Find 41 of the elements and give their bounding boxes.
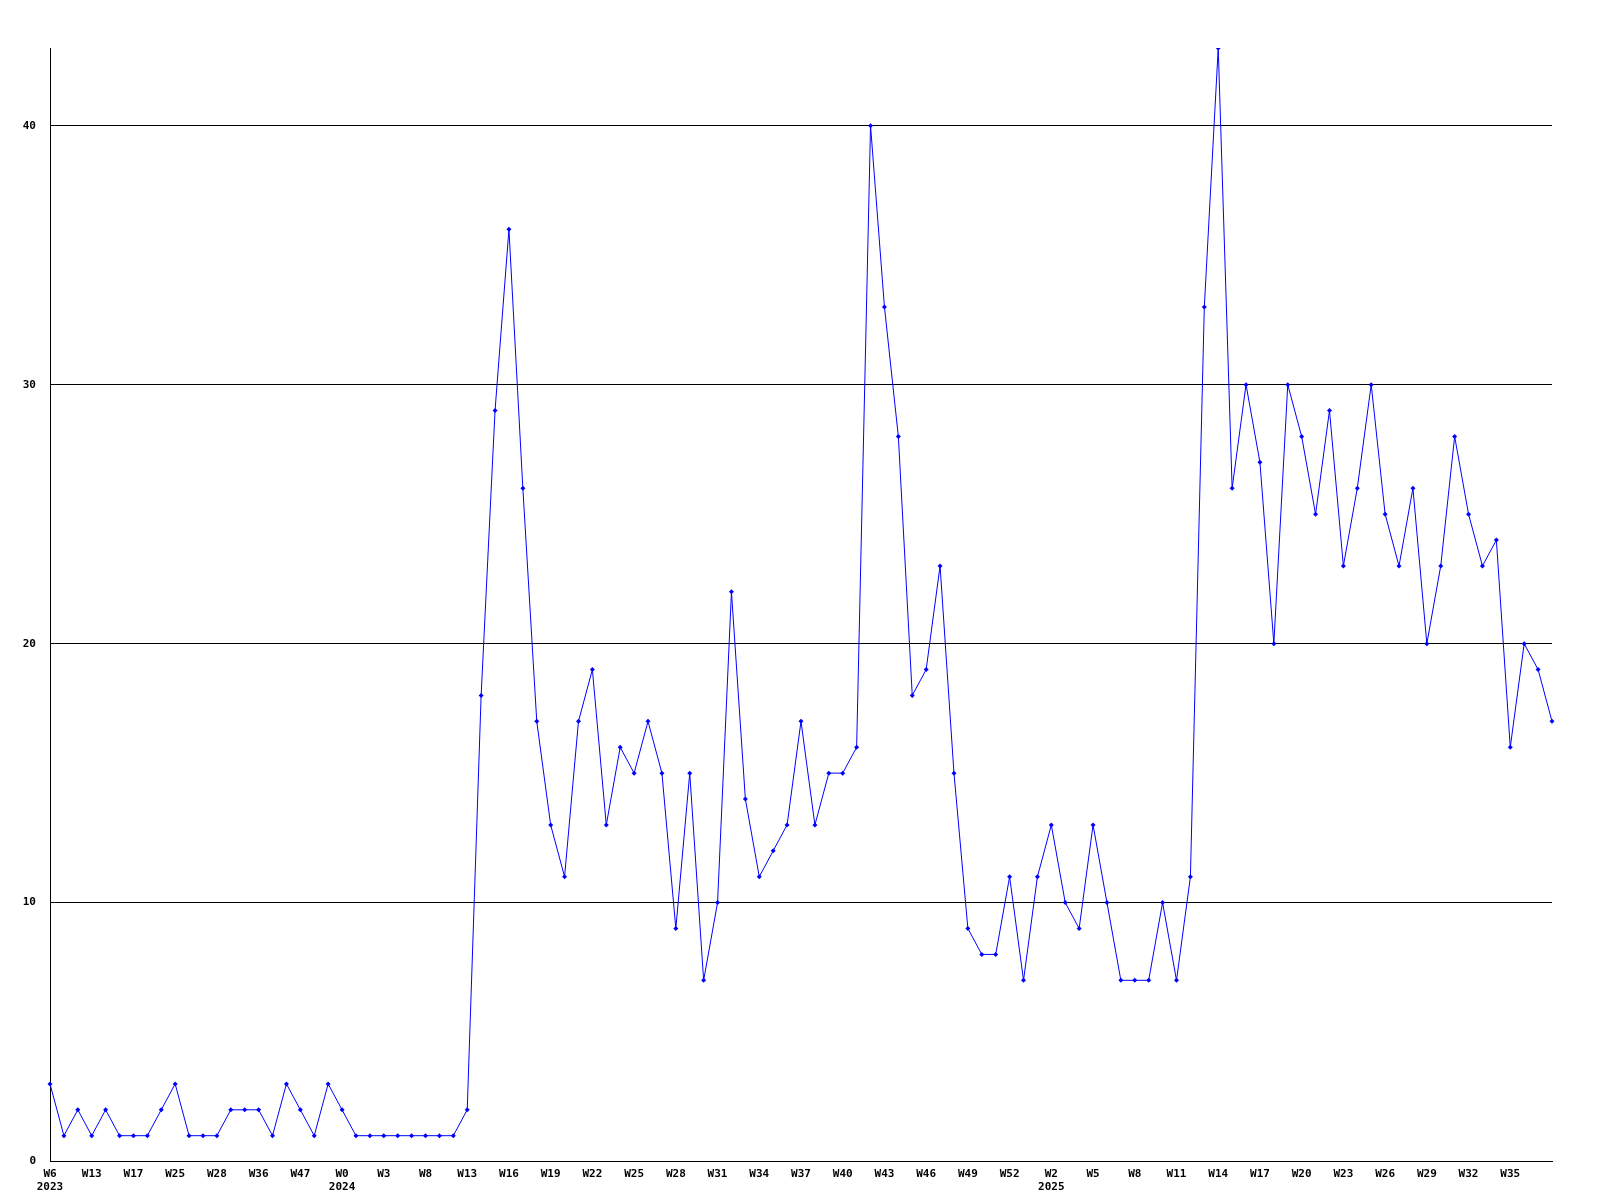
x-tick-label: W43 <box>874 1167 895 1181</box>
x-tick-label: W49 <box>957 1167 978 1181</box>
x-tick-label: W17 <box>1250 1167 1270 1181</box>
x-tick-label: W19 <box>540 1167 561 1181</box>
x-tick-label: W8 <box>418 1167 433 1181</box>
x-tick-label: W0 2024 <box>328 1167 356 1194</box>
x-tick-label: W52 <box>999 1167 1020 1181</box>
x-tick-label: W11 <box>1166 1167 1187 1181</box>
x-tick-label: W35 <box>1500 1167 1521 1181</box>
x-tick-label: W3 <box>377 1167 391 1181</box>
x-tick-label: W46 <box>916 1167 937 1181</box>
x-tick-label: W31 <box>707 1167 728 1181</box>
x-tick-label: W20 <box>1291 1167 1312 1181</box>
y-tick-label: 40 <box>22 118 36 132</box>
x-tick-label: W14 <box>1208 1167 1229 1181</box>
y-tick-label: 20 <box>22 636 36 650</box>
x-tick-label: W47 <box>290 1167 311 1181</box>
x-tick-label: W5 <box>1086 1167 1100 1181</box>
x-tick-label: W40 <box>832 1167 853 1181</box>
x-tick-label: W28 <box>665 1167 686 1181</box>
x-tick-label: W25 <box>165 1167 186 1181</box>
y-tick-label: 10 <box>22 895 36 909</box>
x-tick-label: W6 2023 <box>36 1167 64 1194</box>
x-tick-label: W36 <box>248 1167 269 1181</box>
x-tick-label: W22 <box>582 1167 603 1181</box>
x-tick-label: W29 <box>1416 1167 1437 1181</box>
x-tick-label: W16 <box>499 1167 520 1181</box>
x-tick-label: W34 <box>749 1167 770 1181</box>
x-tick-label: W13 <box>81 1167 102 1181</box>
x-tick-label: W2 2025 <box>1038 1167 1065 1194</box>
x-tick-label: W23 <box>1333 1167 1354 1181</box>
x-tick-label: W32 <box>1458 1167 1479 1181</box>
y-tick-label: 30 <box>22 377 36 391</box>
y-tick-label: 0 <box>29 1154 36 1168</box>
x-tick-label: W26 <box>1375 1167 1396 1181</box>
x-tick-label: W25 <box>624 1167 645 1181</box>
x-tick-label: W8 <box>1128 1167 1142 1181</box>
x-tick-label: W13 <box>457 1167 478 1181</box>
x-tick-label: W28 <box>206 1167 227 1181</box>
x-tick-label: W37 <box>791 1167 811 1181</box>
x-tick-label: W17 <box>123 1167 144 1181</box>
